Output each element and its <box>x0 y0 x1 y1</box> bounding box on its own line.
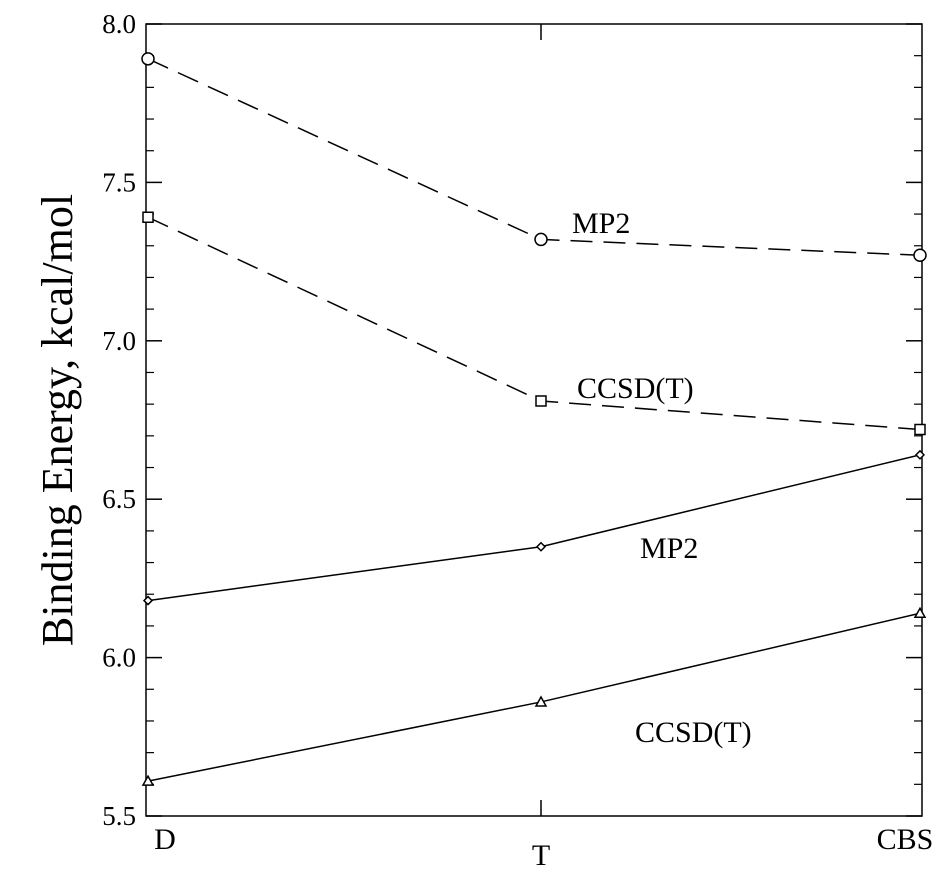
y-tick-label: 7.5 <box>102 167 136 197</box>
series-line-ccsdt-solid <box>147 612 921 782</box>
marker-ccsdt-dashed <box>914 423 926 436</box>
y-tick-label: 8.0 <box>102 9 136 39</box>
x-category-label: D <box>154 823 176 856</box>
marker-mp2-dashed <box>141 52 155 66</box>
marker-ccsdt-solid <box>913 606 927 618</box>
y-tick-label: 5.5 <box>102 801 136 831</box>
y-axis-title: Binding Energy, kcal/mol <box>33 194 82 646</box>
y-tick-label: 6.0 <box>102 643 136 673</box>
y-tick-labels: 5.5 6.0 6.5 7.0 7.5 8.0 <box>102 9 136 831</box>
series-line-mp2-solid <box>147 454 921 602</box>
series-label-mp2-solid: MP2 <box>640 532 698 565</box>
series-line-mp2-dashed <box>147 58 921 257</box>
marker-ccsdt-solid <box>534 695 548 707</box>
marker-mp2-solid <box>142 595 154 606</box>
series-markers <box>141 52 927 786</box>
marker-mp2-dashed <box>534 232 548 247</box>
marker-ccsdt-dashed <box>142 211 154 223</box>
x-category-label: T <box>532 839 550 869</box>
marker-mp2-dashed <box>913 248 927 263</box>
series-labels: MP2 CCSD(T) MP2 CCSD(T) <box>572 207 752 749</box>
series-line-ccsdt-dashed <box>147 216 921 431</box>
marker-mp2-solid <box>914 449 926 460</box>
marker-ccsdt-dashed <box>535 395 547 407</box>
series-label-mp2-dashed: MP2 <box>572 207 630 240</box>
series-label-ccsdt-solid: CCSD(T) <box>635 716 752 749</box>
x-category-labels: D T CBS <box>154 823 933 869</box>
y-tick-label: 7.0 <box>102 326 136 356</box>
y-tick-label: 6.5 <box>102 484 136 514</box>
series-lines <box>147 58 921 782</box>
marker-mp2-solid <box>535 541 547 552</box>
plot-frame <box>145 23 923 817</box>
marker-ccsdt-solid <box>141 774 155 786</box>
axis-ticks <box>146 23 922 817</box>
series-label-ccsdt-dashed: CCSD(T) <box>577 372 694 405</box>
x-category-label: CBS <box>877 823 934 856</box>
